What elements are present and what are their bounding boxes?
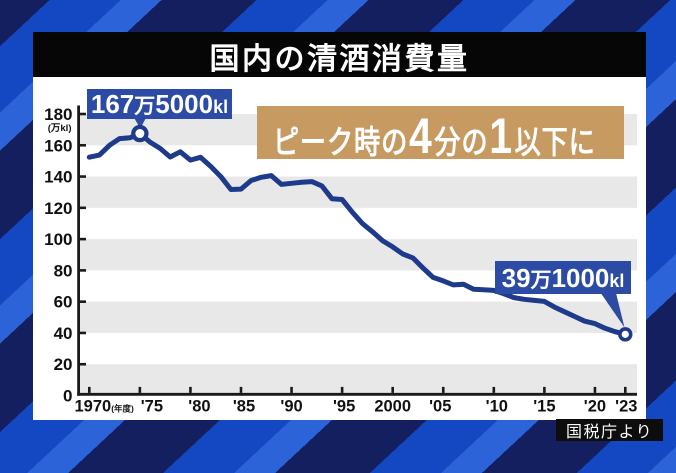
y-axis-unit-label: (万kl)	[48, 123, 72, 134]
x-tick-label: 1970(年度)	[75, 398, 135, 416]
y-tick-label: 80	[54, 261, 73, 280]
x-tick-label: '15	[533, 398, 555, 416]
banner-text-lead: ピーク時の	[272, 124, 408, 160]
y-tick-label: 60	[54, 293, 73, 312]
x-tick-label: '90	[280, 398, 302, 416]
y-tick-label: 180	[44, 105, 72, 124]
banner-big-four: 4	[408, 108, 434, 164]
x-tick-label: '85	[233, 398, 255, 416]
latest-value-main: 39	[501, 263, 531, 293]
source-badge: 国税庁より	[556, 419, 664, 441]
x-tick-label: '05	[429, 398, 451, 416]
y-tick-label: 0	[63, 387, 72, 406]
grid-band	[80, 364, 637, 396]
x-tick-label: '80	[188, 398, 210, 416]
x-tick-label: '10	[486, 398, 508, 416]
chart-title-bar: 国内の清酒消費量	[33, 32, 646, 77]
data-point-marker	[131, 124, 149, 143]
latest-value-sub: 1000	[551, 263, 610, 293]
latest-callout-tail	[598, 289, 625, 328]
peak-value-main: 167	[90, 88, 135, 119]
x-tick-label: '20	[584, 398, 606, 416]
quarter-of-peak-banner: ピーク時の 4 分の 1 以下に	[257, 104, 624, 161]
y-tick-label: 140	[44, 168, 72, 187]
y-tick-label: 160	[44, 136, 72, 155]
y-tick-label: 40	[54, 324, 73, 343]
x-tick-label: '95	[333, 398, 355, 416]
x-tick-label: 2000	[374, 398, 411, 416]
peak-callout-tail	[133, 116, 147, 129]
x-tick-label: '23	[615, 398, 637, 416]
peak-value-callout: 167 万 5000 kl	[87, 89, 232, 119]
y-tick-label: 120	[44, 199, 72, 218]
banner-big-one: 1	[488, 108, 514, 164]
source-label: 国税庁より	[566, 424, 654, 441]
consumption-line	[86, 131, 628, 337]
latest-unit-man: 万	[530, 269, 552, 292]
grid-band	[80, 176, 637, 208]
y-tick-label: 20	[54, 355, 73, 374]
peak-value-sub: 5000	[155, 88, 214, 119]
banner-text-tail: 以下に	[514, 124, 596, 160]
peak-unit-man: 万	[134, 94, 156, 118]
data-point-marker	[618, 327, 633, 342]
latest-value-callout: 39 万 1000 kl	[495, 261, 631, 294]
peak-unit-kl: kl	[213, 96, 229, 117]
grid-band	[80, 301, 637, 333]
x-tick-label: '75	[141, 398, 163, 416]
y-tick-label: 100	[44, 230, 72, 249]
banner-text-mid: 分の	[433, 124, 489, 160]
chart-title: 国内の清酒消費量	[209, 43, 470, 76]
banner-text: ピーク時の 4 分の 1 以下に	[273, 104, 596, 161]
latest-unit-kl: kl	[609, 271, 625, 291]
